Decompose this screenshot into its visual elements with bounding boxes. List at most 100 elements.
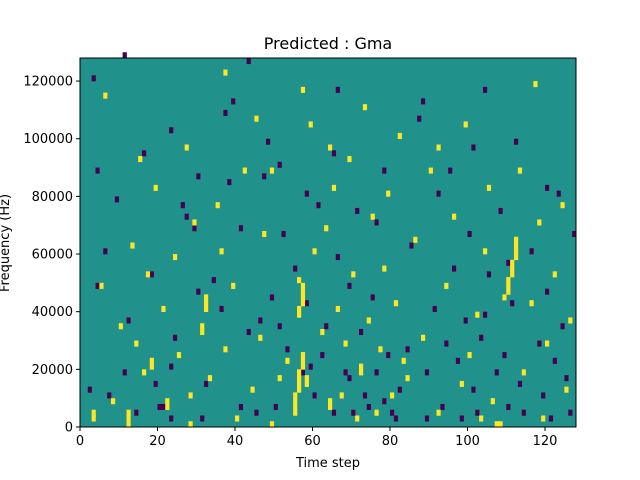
plot-background xyxy=(80,58,576,427)
heatmap-cell-low xyxy=(382,398,387,405)
heatmap-cell-low xyxy=(382,167,387,174)
x-axis-label: Time step xyxy=(295,456,360,471)
y-tick-label: 60000 xyxy=(32,248,73,263)
heatmap-cell-low xyxy=(281,230,286,238)
heatmap-cell-high xyxy=(397,132,402,140)
heatmap-cell-low xyxy=(436,190,441,197)
heatmap-cell-low xyxy=(494,369,499,376)
heatmap-cell-low xyxy=(273,403,278,411)
heatmap-cell-high xyxy=(285,357,290,364)
y-tick-label: 40000 xyxy=(32,305,73,320)
plot-frame xyxy=(79,57,577,428)
heatmap-cell-low xyxy=(335,254,340,261)
heatmap-cell-high xyxy=(521,369,526,376)
heatmap-cell-high xyxy=(297,277,302,284)
heatmap-cell-high xyxy=(514,254,519,261)
heatmap-cell-high xyxy=(506,277,511,284)
heatmap-cell-low xyxy=(521,409,526,416)
heatmap-cell-low xyxy=(440,403,445,411)
heatmap-cell-low xyxy=(331,150,337,157)
heatmap-cell-low xyxy=(506,259,511,266)
heatmap-cell-high xyxy=(552,271,557,278)
heatmap-cell-low xyxy=(262,173,267,180)
heatmap-cell-high xyxy=(188,421,193,428)
heatmap-cell-low xyxy=(455,357,461,364)
heatmap-cell-low xyxy=(103,248,108,255)
x-tick-label: 100 xyxy=(455,434,480,449)
heatmap-cell-low xyxy=(169,415,174,422)
heatmap-cell-high xyxy=(405,375,410,382)
heatmap-cell-low xyxy=(184,213,189,220)
heatmap-cell-high xyxy=(436,409,441,416)
heatmap-cell-low xyxy=(134,409,139,416)
heatmap-cell-high xyxy=(219,248,224,255)
heatmap-cell-high xyxy=(165,403,170,411)
heatmap-cell-high xyxy=(269,167,275,174)
heatmap-cell-low xyxy=(560,323,565,330)
heatmap-cell-low xyxy=(459,415,464,422)
heatmap-cell-high xyxy=(545,340,550,347)
heatmap-cell-high xyxy=(223,69,228,76)
heatmap-cell-high xyxy=(390,392,395,399)
plot-area xyxy=(79,52,577,428)
heatmap-cell-high xyxy=(223,346,228,353)
heatmap-cell-high xyxy=(184,144,189,151)
heatmap-cell-low xyxy=(541,392,546,399)
heatmap-cell-high xyxy=(173,254,178,261)
heatmap-cell-high xyxy=(300,86,306,93)
heatmap-cell-low xyxy=(153,380,158,387)
heatmap-cell-low xyxy=(545,288,550,295)
heatmap-cell-high xyxy=(479,415,484,422)
heatmap-cell-high xyxy=(459,380,464,387)
heatmap-cell-high xyxy=(99,282,104,289)
heatmap-cell-high xyxy=(165,398,170,405)
heatmap-cell-low xyxy=(393,415,399,422)
heatmap-cell-high xyxy=(138,156,143,163)
heatmap-cell-low xyxy=(424,415,430,422)
heatmap-cell-low xyxy=(293,265,298,272)
heatmap-cell-high xyxy=(320,328,325,336)
heatmap-cell-high xyxy=(378,346,383,353)
x-tick-label: 120 xyxy=(533,434,558,449)
heatmap-cell-low xyxy=(366,403,371,411)
heatmap-cell-high xyxy=(204,305,209,312)
heatmap-cell-low xyxy=(552,357,557,364)
heatmap-cell-high xyxy=(370,213,375,220)
heatmap-cell-low xyxy=(196,173,201,180)
heatmap-cell-low xyxy=(192,225,197,232)
heatmap-cell-low xyxy=(514,138,519,145)
heatmap-cell-low xyxy=(448,167,453,174)
heatmap-cell-high xyxy=(386,190,391,197)
heatmap-cell-high xyxy=(328,403,333,411)
heatmap-cell-high xyxy=(421,334,426,341)
heatmap-cell-low xyxy=(463,317,468,324)
heatmap-cell-high xyxy=(382,265,387,272)
heatmap-cell-high xyxy=(269,421,275,428)
heatmap-cell-high xyxy=(207,375,213,382)
heatmap-cell-high xyxy=(192,219,197,226)
heatmap-cell-low xyxy=(572,230,577,238)
heatmap-cell-low xyxy=(304,190,309,197)
heatmap-cell-high xyxy=(142,369,147,376)
heatmap-cell-low xyxy=(347,375,352,382)
heatmap-cell-low xyxy=(335,86,340,93)
heatmap-cell-high xyxy=(366,317,371,324)
heatmap-cell-high xyxy=(188,392,193,399)
heatmap-cell-low xyxy=(308,363,313,370)
heatmap-cell-low xyxy=(417,115,422,122)
heatmap-cell-low xyxy=(351,409,356,416)
heatmap-cell-high xyxy=(231,282,236,289)
heatmap-cell-low xyxy=(374,219,379,226)
heatmap-cell-high xyxy=(335,305,340,312)
heatmap-cell-high xyxy=(436,144,441,151)
heatmap-cell-high xyxy=(510,265,515,272)
heatmap-cell-high xyxy=(374,409,379,416)
x-axis-ticks: 0 20 40 60 80 100 120 xyxy=(76,427,558,449)
heatmap-cell-low xyxy=(370,294,375,301)
heatmap-cell-high xyxy=(312,248,317,255)
heatmap-cell-low xyxy=(91,75,96,82)
heatmap-cell-high xyxy=(297,369,302,376)
heatmap-cell-high xyxy=(483,248,488,255)
heatmap-cell-low xyxy=(475,409,480,416)
heatmap-cell-low xyxy=(355,207,360,214)
